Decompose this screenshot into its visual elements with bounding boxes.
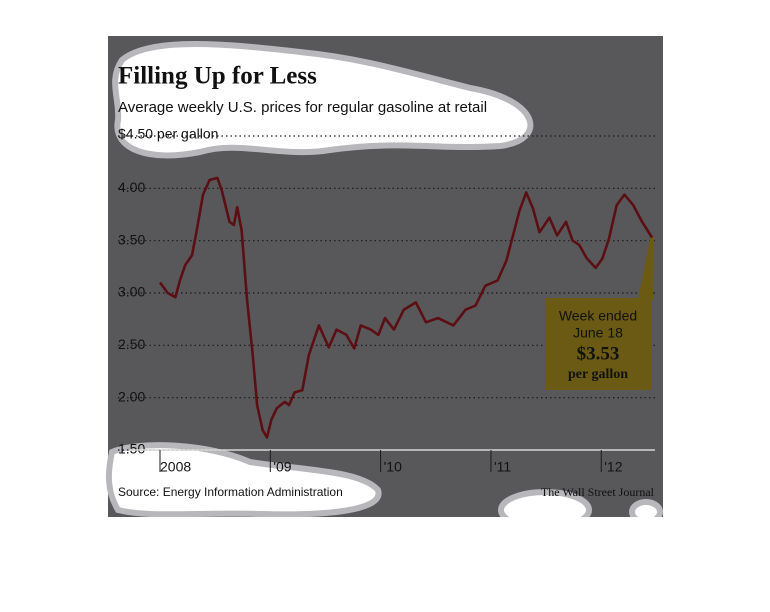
y-tick-label: 2.00 xyxy=(118,388,145,404)
callout-wedge xyxy=(638,237,654,300)
annotation: $3.53 xyxy=(577,343,620,364)
x-tick-label: '09 xyxy=(273,459,291,475)
mask xyxy=(108,517,668,612)
annotation: Week ended xyxy=(559,308,637,324)
x-tick-label: '11 xyxy=(494,459,511,475)
credit: The Wall Street Journal xyxy=(541,485,655,499)
annotation: June 18 xyxy=(573,325,623,341)
callout-box xyxy=(545,298,652,390)
blob xyxy=(105,442,382,518)
price-line xyxy=(158,176,654,439)
y-tick-label: 3.50 xyxy=(118,231,145,247)
y-tick-label: 3.00 xyxy=(118,284,145,300)
blobs xyxy=(105,41,663,531)
annotation: per gallon xyxy=(568,367,628,382)
blob xyxy=(112,41,534,159)
y-tick-label: 2.50 xyxy=(118,336,145,352)
y-tick-label: $4.50 per gallon xyxy=(118,126,218,142)
x-tick-label: '12 xyxy=(604,459,622,475)
chart-subtitle: Average weekly U.S. prices for regular g… xyxy=(118,99,487,116)
x-tick-label: 2008 xyxy=(160,459,191,475)
source: Source: Energy Information Administratio… xyxy=(118,485,343,499)
chart-title: Filling Up for Less xyxy=(118,63,317,90)
y-tick-label: 1.50 xyxy=(118,441,145,457)
x-tick-label: '10 xyxy=(384,459,402,475)
y-tick-label: 4.00 xyxy=(118,179,145,195)
